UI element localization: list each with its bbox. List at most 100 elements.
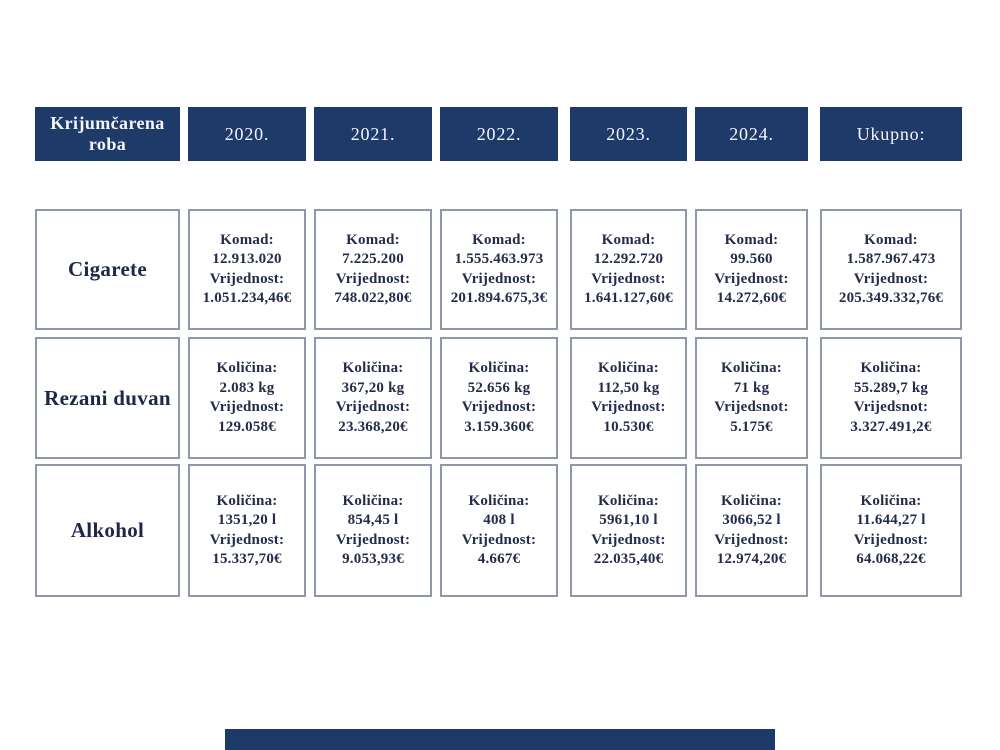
data-cell-cigarete-2022: Komad: 1.555.463.973 Vrijednost: 201.894… [440, 209, 558, 330]
data-cell-alkohol-total: Količina: 11.644,27 l Vrijednost: 64.068… [820, 464, 962, 597]
data-cell-duvan-2023: Količina: 112,50 kg Vrijednost: 10.530€ [570, 337, 687, 459]
data-cell-alkohol-2022: Količina: 408 l Vrijednost: 4.667€ [440, 464, 558, 597]
metric-label: Količina: [598, 492, 659, 509]
bottom-accent-bar [225, 729, 775, 750]
data-cell-duvan-2020: Količina: 2.083 kg Vrijednost: 129.058€ [188, 337, 306, 459]
metric-value: 12.292.720 [593, 251, 664, 267]
data-cell-cigarete-2024: Komad: 99.560 Vrijednost: 14.272,60€ [695, 209, 808, 330]
data-cell-duvan-2024: Količina: 71 kg Vrijedsnot: 5.175€ [695, 337, 808, 459]
metric-value: 12.974,20€ [716, 551, 787, 567]
data-cell-cigarete-2020: Komad: 12.913.020 Vrijednost: 1.051.234,… [188, 209, 306, 330]
metric-value: 52.656 kg [467, 379, 531, 396]
metric-label: Količina: [216, 492, 278, 509]
metric-label: Količina: [860, 360, 922, 376]
metric-value: 854,45 l [347, 512, 399, 528]
metric-value: 11.644,27 l [856, 512, 926, 528]
metric-value: 55.289,7 kg [853, 379, 929, 396]
metric-label: Vrijednost: [591, 531, 666, 548]
metric-value: 1.641.127,60€ [584, 290, 673, 306]
metric-label: Količina: [468, 492, 530, 509]
metric-label: Vrijednost: [853, 531, 929, 548]
metric-value: 15.337,70€ [212, 551, 282, 567]
metric-value: 1351,20 l [217, 512, 277, 528]
row-label-rezani-duvan: Rezani duvan [35, 337, 180, 459]
metric-label: Vrijednost: [335, 270, 411, 287]
header-cell-2022: 2022. [440, 107, 558, 161]
metric-value: 10.530€ [603, 418, 654, 435]
metric-value: 112,50 kg [597, 379, 660, 396]
metric-value: 2.083 kg [219, 379, 275, 396]
header-cell-2020: 2020. [188, 107, 306, 161]
metric-value: 3066,52 l [722, 512, 781, 528]
metric-label: Količina: [721, 492, 782, 509]
data-cell-duvan-2021: Količina: 367,20 kg Vrijednost: 23.368,2… [314, 337, 432, 459]
data-cell-alkohol-2020: Količina: 1351,20 l Vrijednost: 15.337,7… [188, 464, 306, 597]
metric-label: Vrijednost: [591, 270, 666, 287]
metric-label: Komad: [864, 231, 918, 248]
metric-label: Komad: [346, 231, 400, 248]
metric-value: 12.913.020 [212, 251, 282, 267]
metric-label: Vrijednost: [461, 399, 537, 415]
metric-label: Količina: [342, 360, 404, 376]
metric-label: Količina: [598, 360, 659, 376]
metric-value: 14.272,60€ [716, 290, 787, 306]
metric-value: 1.587.967.473 [846, 251, 936, 267]
metric-label: Komad: [472, 231, 526, 248]
data-cell-cigarete-2023: Komad: 12.292.720 Vrijednost: 1.641.127,… [570, 209, 687, 330]
data-cell-duvan-2022: Količina: 52.656 kg Vrijednost: 3.159.36… [440, 337, 558, 459]
metric-label: Vrijednost: [591, 399, 666, 415]
metric-label: Vrijednost: [714, 531, 789, 548]
data-cell-alkohol-2024: Količina: 3066,52 l Vrijednost: 12.974,2… [695, 464, 808, 597]
metric-label: Količina: [721, 360, 782, 376]
metric-value: 64.068,22€ [856, 551, 926, 567]
metric-label: Komad: [601, 231, 656, 248]
header-cell-2024: 2024. [695, 107, 808, 161]
metric-label: Vrijednost: [335, 531, 411, 548]
data-cell-duvan-total: Količina: 55.289,7 kg Vrijedsnot: 3.327.… [820, 337, 962, 459]
metric-label: Vrijednost: [714, 270, 789, 287]
metric-label: Količina: [468, 360, 530, 376]
metric-value: 1.555.463.973 [454, 251, 544, 267]
metric-value: 3.327.491,2€ [850, 418, 932, 435]
metric-label: Vrijedsnot: [714, 399, 789, 415]
data-cell-cigarete-2021: Komad: 7.225.200 Vrijednost: 748.022,80€ [314, 209, 432, 330]
metric-label: Vrijedsnot: [853, 399, 929, 415]
metric-value: 367,20 kg [341, 379, 405, 396]
metric-value: 5.175€ [730, 418, 773, 435]
metric-label: Količina: [342, 492, 404, 509]
metric-value: 748.022,80€ [334, 290, 412, 306]
data-cell-alkohol-2021: Količina: 854,45 l Vrijednost: 9.053,93€ [314, 464, 432, 597]
metric-value: 22.035,40€ [593, 551, 664, 567]
metric-label: Vrijednost: [209, 399, 285, 415]
row-label-alkohol: Alkohol [35, 464, 180, 597]
metric-label: Vrijednost: [335, 399, 411, 415]
metric-value: 23.368,20€ [338, 418, 408, 435]
metric-value: 4.667€ [477, 551, 521, 567]
metric-label: Vrijednost: [209, 531, 285, 548]
data-cell-alkohol-2023: Količina: 5961,10 l Vrijednost: 22.035,4… [570, 464, 687, 597]
row-label-cigarete: Cigarete [35, 209, 180, 330]
metric-value: 205.349.332,76€ [838, 290, 944, 306]
metric-value: 71 kg [733, 379, 770, 396]
metric-label: Količina: [860, 492, 922, 509]
metric-label: Vrijednost: [853, 270, 929, 287]
header-cell-2021: 2021. [314, 107, 432, 161]
metric-label: Vrijednost: [461, 531, 537, 548]
data-cell-cigarete-total: Komad: 1.587.967.473 Vrijednost: 205.349… [820, 209, 962, 330]
metric-value: 129.058€ [218, 418, 276, 435]
metric-label: Vrijednost: [461, 270, 537, 287]
metric-value: 99.560 [730, 251, 773, 267]
metric-label: Komad: [724, 231, 779, 248]
metric-value: 7.225.200 [342, 251, 404, 267]
metric-value: 5961,10 l [599, 512, 658, 528]
header-cell-total: Ukupno: [820, 107, 962, 161]
metric-label: Vrijednost: [209, 270, 285, 287]
metric-label: Količina: [216, 360, 278, 376]
header-cell-goods: Krijumčarena roba [35, 107, 180, 161]
metric-value: 9.053,93€ [342, 551, 404, 567]
metric-value: 3.159.360€ [464, 418, 534, 435]
metric-value: 201.894.675,3€ [450, 290, 548, 306]
metric-value: 408 l [483, 512, 515, 528]
metric-value: 1.051.234,46€ [202, 290, 292, 306]
